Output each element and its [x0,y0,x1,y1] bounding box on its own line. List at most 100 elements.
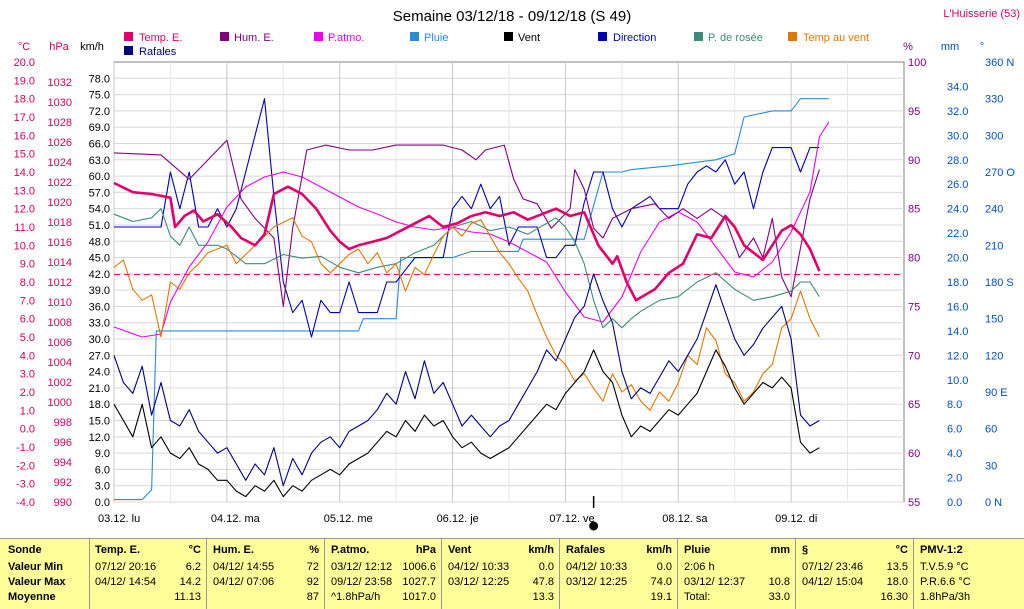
legend-swatch-vent [504,32,513,41]
hum-axis-tick: 55 [908,497,920,509]
wind-axis-tick: 48.0 [89,236,110,248]
wind-axis-tick: 57.0 [89,187,110,199]
unit-hum: % [903,41,913,53]
wind-axis-tick: 15.0 [89,416,110,428]
temp-axis-tick: 17.0 [14,112,35,124]
stats-value: 19.1 [650,591,672,603]
x-axis-tick-label: 05.12. me [324,513,373,525]
rain-axis-tick: 4.0 [947,448,962,460]
pressure-axis-tick: 1020 [48,197,72,209]
stats-row-label: Valeur Min [8,561,64,573]
wind-axis-tick: 42.0 [89,269,110,281]
pressure-axis-tick: 1018 [48,217,72,229]
stats-value: 0.0 [538,561,554,573]
rain-axis-tick: 8.0 [947,399,962,411]
pressure-axis-tick: 1026 [48,137,72,149]
wind-axis-tick: 60.0 [89,171,110,183]
temp-axis-tick: 0.0 [20,424,35,436]
legend-label-temp: Temp. E. [139,32,182,44]
wind-axis-tick: 39.0 [89,285,110,297]
pressure-axis-tick: 1002 [48,377,72,389]
stats-date: 09/12/ 23:58 [331,576,393,588]
pressure-axis-tick: 992 [54,477,72,489]
x-axis-tick-label: 08.12. sa [662,513,708,525]
wind-axis-tick: 9.0 [95,448,110,460]
series-line-pluie [114,98,829,501]
legend-swatch-pluie [410,32,419,41]
stats-value: 74.0 [650,576,672,588]
legend: Temp. E. Hum. E. P.atmo. Pluie Vent Dire… [124,32,869,58]
temp-axis-tick: 1.0 [20,405,35,417]
stats-unit-pluie: mm [770,544,790,556]
stats-value: 87 [306,591,319,603]
stats-header-vent: Vent [448,544,472,556]
temp-axis-tick: 18.0 [14,94,35,106]
stats-header-rafales: Rafales [566,544,606,556]
dir-axis-tick: 240 [985,204,1003,216]
rain-axis-tick: 34.0 [947,81,968,93]
stats-col-vent: Vent km/h 04/12/ 10:33 0.0 03/12/ 12:25 … [441,539,560,609]
wind-axis-tick: 0.0 [95,497,110,509]
hum-axis-tick: 60 [908,448,920,460]
unit-pressure: hPa [49,41,69,53]
legend-swatch-rosee [694,32,703,41]
unit-rain: mm [941,41,959,53]
pressure-axis-tick: 1004 [48,357,72,369]
series-line-temp [113,181,821,302]
stats-row-label: Moyenne [8,591,56,603]
temp-axis-tick: -1.0 [16,442,35,454]
chart-title: Semaine 03/12/18 - 09/12/18 (S 49) [393,8,632,25]
moon-phase-icon [589,521,599,531]
stats-unit-patmo: hPa [415,544,436,556]
pressure-axis-tick: 990 [54,497,72,509]
stats-value: 92 [306,576,319,588]
temp-axis-tick: 7.0 [20,295,35,307]
rain-axis-tick: 16.0 [947,301,968,313]
rain-axis-tick: 12.0 [947,350,968,362]
wind-axis-tick: 63.0 [89,155,110,167]
pressure-axis-tick: 996 [54,437,72,449]
legend-label-rosee: P. de rosée [708,32,763,44]
stats-col-pluie: Pluie mm 2:06 h 03/12/ 12:37 10.8 Total:… [677,539,796,609]
temp-axis-tick: 14.0 [14,167,35,179]
pressure-axis-tick: 1006 [48,337,72,349]
series-line-tvent [113,217,820,411]
legend-swatch-hum [220,32,229,41]
dir-axis-tick: 150 [985,314,1003,326]
stats-row-label: Valeur Max [8,576,66,588]
legend-label-vent: Vent [518,32,540,44]
temp-axis-tick: 11.0 [14,222,35,234]
temp-axis-tick: 9.0 [20,259,35,271]
series-line-vent [113,349,820,498]
temp-axis-tick: 2.0 [20,387,35,399]
stats-header-patmo: P.atmo. [331,544,370,556]
legend-swatch-rafales [124,46,133,55]
stats-date: 07/12/ 20:16 [95,561,157,573]
pressure-axis-tick: 1032 [48,77,72,89]
stats-unit-temp: °C [188,544,201,556]
temp-axis-tick: 10.0 [14,240,35,252]
stats-value: 72 [306,561,319,573]
pressure-axis-tick: 998 [54,417,72,429]
stats-date: 03/12/ 12:37 [684,576,746,588]
rain-axis-tick: 20.0 [947,253,968,265]
unit-dir: ° [980,41,984,53]
wind-axis-tick: 54.0 [89,204,110,216]
stats-value: 16.30 [880,591,908,603]
stats-unit-vent: km/h [528,544,554,556]
pressure-axis-tick: 1030 [48,97,72,109]
wind-axis-tick: 45.0 [89,253,110,265]
temp-axis-tick: -3.0 [16,479,35,491]
rain-axis-tick: 10.0 [947,375,968,387]
x-axis-tick-label: 09.12. di [775,513,817,525]
weather-chart: Semaine 03/12/18 - 09/12/18 (S 49) L'Hui… [14,8,1020,531]
pressure-axis-tick: 1028 [48,117,72,129]
temp-axis-tick: 5.0 [20,332,35,344]
series-line-patmo [113,121,830,338]
dir-axis-tick: 120 [985,350,1003,362]
station-name: L'Huisserie (53) [943,8,1020,20]
series-line-rosee [113,208,820,329]
legend-label-rafales: Rafales [139,46,177,58]
pressure-axis-tick: 1014 [48,257,72,269]
temp-axis-tick: 16.0 [14,130,35,142]
